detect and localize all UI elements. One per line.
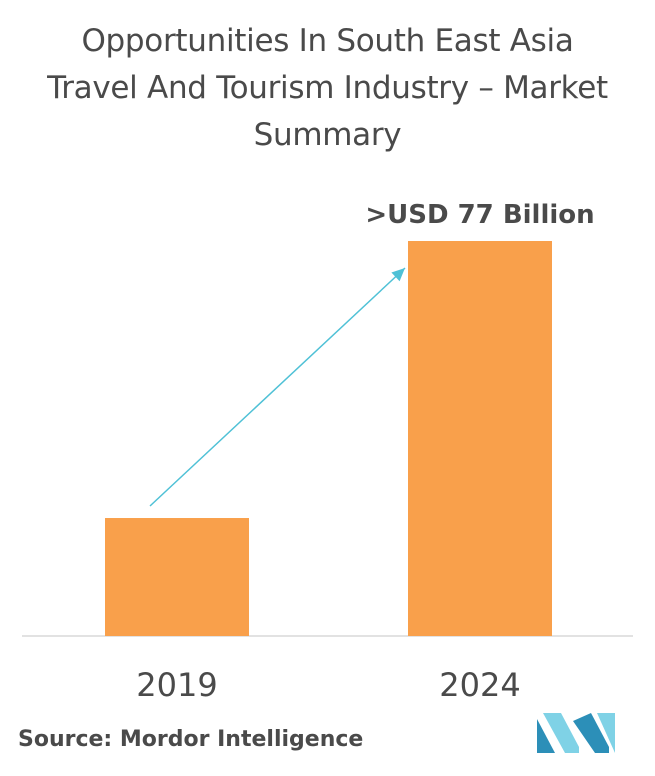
x-tick-label-2024: 2024 — [439, 666, 520, 704]
labels-group: 2019 2024 >USD 77 Billion — [136, 200, 594, 704]
trend-arrow-line — [149, 267, 406, 507]
bar-2024 — [408, 241, 552, 636]
trend-arrow-group — [149, 267, 406, 507]
source-label: Source: Mordor Intelligence — [18, 727, 364, 752]
bars-group — [105, 241, 552, 636]
data-label-2024: >USD 77 Billion — [365, 200, 594, 230]
trend-arrow-head — [391, 268, 405, 282]
bar-2019 — [105, 518, 249, 636]
chart-title: Opportunities In South East Asia Travel … — [47, 23, 608, 153]
x-tick-label-2019: 2019 — [136, 666, 217, 704]
mordor-intelligence-logo-icon — [537, 713, 615, 753]
